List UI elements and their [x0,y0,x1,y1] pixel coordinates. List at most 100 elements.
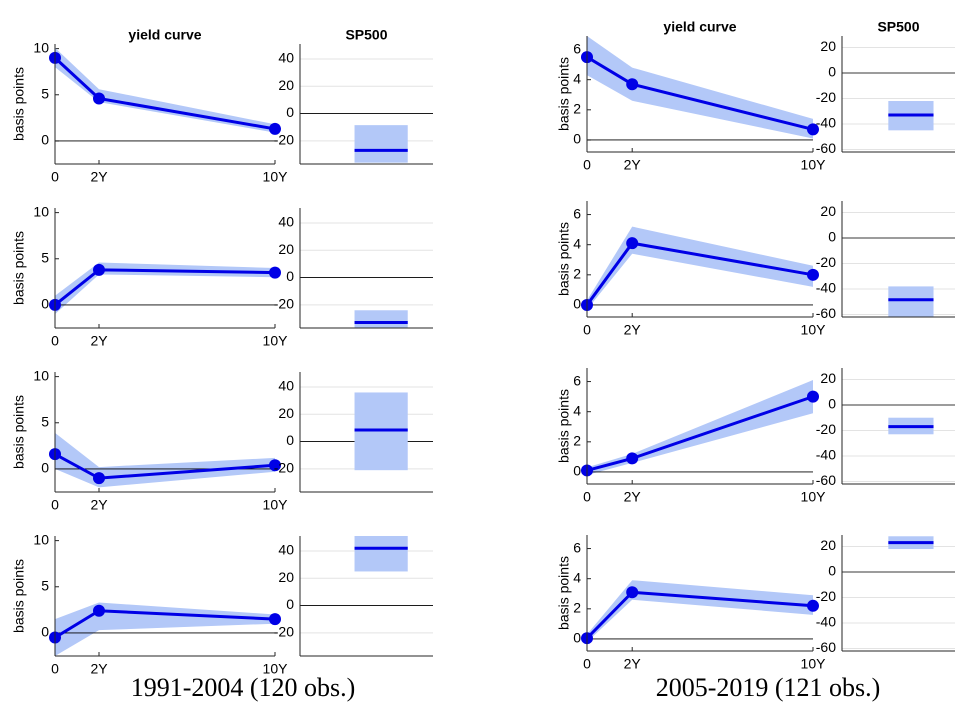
y-tick-label: -20 [816,421,836,437]
x-tick-label: 0 [583,322,591,338]
x-tick-label: 2Y [90,497,108,513]
y-tick-label: -60 [816,305,836,321]
chart-title: SP500 [877,19,919,35]
confidence-band [55,262,275,315]
y-tick-label: 0 [573,463,581,479]
y-tick-label: 10 [33,531,49,547]
confidence-band [354,536,408,572]
y-tick-label: 2 [573,600,581,616]
y-tick-label: -40 [816,115,836,131]
confidence-band [587,580,813,642]
y-tick-label: 6 [573,372,581,388]
y-tick-label: 20 [278,241,294,257]
y-tick-label: -20 [816,588,836,604]
x-tick-label: 0 [583,656,591,672]
y-tick-label: -20 [274,132,294,148]
x-tick-label: 10Y [801,656,827,672]
y-tick-label: 0 [286,596,294,612]
chart-title: yield curve [663,19,736,35]
point [807,599,819,612]
x-tick-label: 0 [51,333,59,349]
y-tick-label: -20 [274,460,294,476]
y-tick-label: 5 [41,85,49,101]
y-tick-label: 0 [573,630,581,646]
y-tick-label: -40 [816,280,836,296]
y-tick-label: -20 [274,624,294,640]
y-tick-label: 2 [573,266,581,282]
point [626,452,639,465]
x-tick-label: 10Y [801,157,827,173]
y-tick-label: 2 [573,101,581,117]
y-tick-label: 10 [33,367,49,383]
y-tick-label: 4 [573,569,581,585]
y-tick-label: 0 [41,624,49,640]
y-tick-label: 10 [33,39,49,55]
point [807,390,819,403]
y-tick-label: -20 [816,89,836,105]
y-axis-label: basis points [556,222,572,296]
confidence-band [55,602,275,656]
y-tick-label: 20 [278,569,294,585]
confidence-band [587,226,813,310]
y-tick-label: 2 [573,433,581,449]
y-tick-label: 20 [278,405,294,421]
x-tick-label: 0 [51,661,59,677]
y-tick-label: 20 [820,38,836,54]
y-axis-label: basis points [11,231,27,305]
x-tick-label: 10Y [263,497,289,513]
point [626,237,639,250]
y-tick-label: 0 [573,296,581,312]
x-tick-label: 0 [51,169,59,185]
y-tick-label: 0 [41,296,49,312]
caption: 2005-2019 (121 obs.) [656,673,881,702]
x-tick-label: 10Y [263,661,289,677]
caption: 1991-2004 (120 obs.) [131,673,356,702]
y-tick-label: -60 [816,472,836,488]
y-tick-label: -60 [816,140,836,156]
confidence-band [354,310,408,328]
y-axis-label: basis points [556,57,572,131]
y-axis-label: basis points [556,556,572,630]
y-tick-label: 0 [573,131,581,147]
y-axis-label: basis points [11,559,27,633]
y-tick-label: 6 [573,40,581,56]
point [93,604,105,617]
x-tick-label: 2Y [90,661,108,677]
y-tick-label: 4 [573,402,581,418]
y-tick-label: -20 [274,296,294,312]
y-tick-label: -40 [816,447,836,463]
point [93,472,105,485]
y-tick-label: 0 [828,64,836,80]
chart-title: SP500 [345,27,387,43]
y-tick-label: 0 [828,229,836,245]
confidence-band [587,380,813,475]
y-tick-label: -40 [816,614,836,630]
x-tick-label: 0 [583,489,591,505]
point [626,78,639,91]
point [93,92,105,105]
y-tick-label: 20 [278,77,294,93]
x-tick-label: 2Y [90,169,108,185]
y-tick-label: 5 [41,413,49,429]
point [269,122,281,135]
x-tick-label: 10Y [801,322,827,338]
x-tick-label: 2Y [624,656,642,672]
y-tick-label: 4 [573,70,581,86]
y-tick-label: 20 [820,537,836,553]
y-axis-label: basis points [11,67,27,141]
y-tick-label: 6 [573,205,581,221]
y-tick-label: 20 [820,203,836,219]
y-tick-label: 5 [41,249,49,265]
y-tick-label: 40 [278,542,294,558]
y-tick-label: 5 [41,577,49,593]
y-tick-label: 6 [573,539,581,555]
y-tick-label: 0 [286,268,294,284]
y-axis-label: basis points [556,389,572,463]
chart-title: yield curve [128,27,201,43]
y-axis-label: basis points [11,395,27,469]
point [807,268,819,281]
y-tick-label: 0 [286,432,294,448]
x-tick-label: 10Y [263,333,289,349]
point [93,263,105,276]
